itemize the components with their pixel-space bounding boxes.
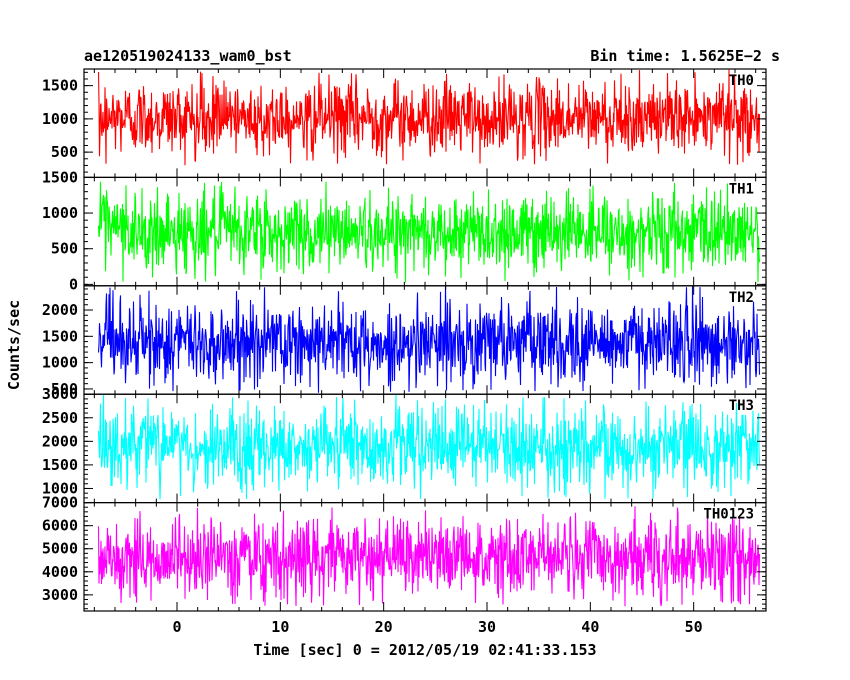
panel-th1-ytick-label: 1500 [42, 168, 78, 186]
panel-th3-ytick-label: 2500 [42, 409, 78, 427]
panel-th1: TH1 0 500 1000 1500 [42, 168, 767, 293]
series-th3-trace [97, 394, 761, 500]
series-th0123-trace [97, 506, 761, 607]
panel-th3: TH3 1000 1500 2000 2500 3000 [42, 385, 767, 504]
panel-th0123: TH0123 3000 4000 5000 6000 7000 [42, 494, 767, 612]
panel-th1-ytick-label: 1000 [42, 204, 78, 222]
panel-th0123-ytick-label: 7000 [42, 494, 78, 512]
panel-th2-ytick-label: 500 [51, 380, 78, 398]
series-th0-trace [97, 69, 761, 166]
series-th2-trace [97, 286, 761, 393]
panel-th2: TH2 500 1000 1500 2000 [42, 285, 767, 398]
x-axis-label: Time [sec] 0 = 2012/05/19 02:41:33.153 [253, 641, 596, 659]
x-tick-label: 0 [172, 618, 181, 636]
panel-th2-ytick-label: 2000 [42, 301, 78, 319]
panel-th3-ytick-label: 2000 [42, 432, 78, 450]
panel-th0-ytick-label: 500 [51, 143, 78, 161]
x-tick-label: 10 [271, 618, 289, 636]
header-right-title: Bin time: 1.5625E−2 s [590, 47, 780, 65]
panel-th0: TH0 500 1000 1500 [42, 68, 767, 179]
panel-th0-ytick-label: 1000 [42, 110, 78, 128]
header-left-title: ae120519024133_wam0_bst [84, 47, 292, 65]
panel-th2-ytick-label: 1500 [42, 327, 78, 345]
panel-th0-ytick-label: 1500 [42, 77, 78, 95]
panel-th0123-ytick-label: 4000 [42, 563, 78, 581]
panel-th0123-label: TH0123 [703, 507, 754, 523]
panel-th0123-ytick-label: 6000 [42, 517, 78, 535]
panel-th3-ytick-label: 1000 [42, 479, 78, 497]
panel-th1-ytick-label: 0 [69, 275, 78, 293]
x-tick-label: 50 [685, 618, 703, 636]
panel-th1-ytick-label: 500 [51, 240, 78, 258]
x-tick-label: 40 [581, 618, 599, 636]
y-axis-label: Counts/sec [5, 300, 23, 390]
panel-th3-ytick-label: 3000 [42, 385, 78, 403]
panel-th3-label: TH3 [729, 398, 754, 414]
x-tick-label: 20 [375, 618, 393, 636]
x-tick-label: 30 [478, 618, 496, 636]
panels-group: TH050010001500TH1050010001500TH250010001… [42, 68, 767, 636]
panel-th1-label: TH1 [729, 181, 754, 197]
panel-th3-ytick-label: 1500 [42, 456, 78, 474]
panel-th0123-ytick-label: 5000 [42, 540, 78, 558]
panel-th2-label: TH2 [729, 290, 754, 306]
panel-th2-ytick-label: 1000 [42, 354, 78, 372]
series-th1-trace [97, 181, 761, 283]
panel-th0123-ytick-label: 3000 [42, 586, 78, 604]
panel-th0-label: TH0 [729, 73, 754, 89]
